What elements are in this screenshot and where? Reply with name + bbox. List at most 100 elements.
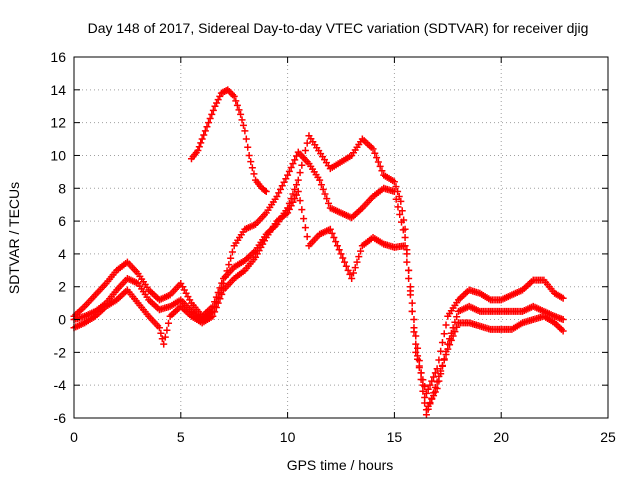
data-point — [444, 345, 452, 353]
data-point — [446, 341, 454, 349]
data-point — [369, 145, 377, 153]
data-point — [273, 192, 281, 200]
data-point — [419, 381, 427, 389]
data-point — [287, 163, 295, 171]
data-point — [412, 332, 420, 340]
x-tick-label: 15 — [387, 429, 403, 445]
y-tick-label: 14 — [50, 82, 66, 98]
data-point — [197, 139, 205, 147]
data-point — [244, 143, 252, 151]
data-point — [229, 91, 237, 99]
data-point — [438, 339, 446, 347]
data-point — [401, 234, 409, 241]
data-point — [351, 264, 359, 272]
data-point — [405, 266, 413, 274]
data-point — [394, 203, 402, 211]
data-point — [209, 312, 217, 320]
data-point — [247, 158, 255, 166]
data-point — [220, 279, 228, 287]
data-point — [330, 234, 338, 241]
data-point — [225, 87, 233, 95]
data-point — [216, 295, 224, 303]
data-point — [424, 385, 432, 393]
data-point — [291, 185, 299, 193]
data-point — [328, 229, 336, 237]
data-point — [408, 299, 416, 307]
data-point — [235, 106, 243, 114]
data-point — [278, 182, 286, 190]
data-point — [301, 224, 309, 232]
data-point — [414, 344, 422, 352]
data-point — [200, 131, 208, 139]
data-point — [371, 149, 379, 157]
data-point — [301, 147, 309, 155]
data-point — [296, 169, 304, 177]
data-point — [201, 127, 209, 135]
data-point — [282, 175, 290, 183]
data-point — [316, 176, 324, 184]
data-point — [293, 181, 300, 189]
data-point — [319, 185, 327, 193]
data-point — [346, 270, 354, 278]
data-point — [342, 262, 350, 270]
data-point — [332, 238, 340, 246]
data-point — [326, 225, 334, 233]
data-point — [453, 323, 461, 331]
grid — [74, 57, 608, 418]
data-point — [284, 209, 292, 217]
data-point — [398, 207, 406, 215]
data-point — [284, 171, 292, 179]
x-tick-label: 20 — [493, 429, 509, 445]
data-point — [419, 387, 427, 395]
data-point — [559, 327, 567, 335]
data-point — [357, 247, 365, 255]
y-tick-label: -6 — [54, 410, 67, 426]
data-point — [401, 242, 409, 250]
data-point — [415, 364, 423, 372]
data-point — [447, 336, 455, 344]
series-trace-1 — [70, 132, 567, 397]
data-point — [390, 188, 398, 196]
data-point — [428, 377, 436, 385]
data-point — [405, 275, 413, 283]
y-tick-label: 6 — [58, 213, 66, 229]
data-point — [194, 147, 202, 155]
data-point — [431, 383, 439, 391]
data-point — [160, 340, 168, 348]
data-point — [396, 211, 404, 219]
data-point — [399, 226, 407, 234]
data-point — [212, 304, 220, 312]
data-point — [238, 116, 246, 124]
data-point — [218, 290, 226, 298]
data-point — [559, 294, 567, 302]
data-point — [374, 158, 382, 166]
data-point — [440, 330, 448, 338]
data-point — [298, 206, 306, 214]
data-point — [223, 267, 231, 275]
data-point — [428, 394, 436, 402]
data-point — [421, 399, 429, 407]
data-point — [214, 96, 222, 104]
data-point — [317, 181, 325, 189]
data-point — [232, 97, 240, 105]
data-point — [442, 321, 450, 329]
x-tick-label: 25 — [600, 429, 616, 445]
x-tick-label: 10 — [280, 429, 296, 445]
data-point — [157, 329, 165, 337]
data-point — [291, 195, 299, 203]
data-point — [410, 324, 418, 332]
y-tick-label: 16 — [50, 49, 66, 65]
data-point — [214, 299, 222, 307]
data-point — [410, 316, 418, 324]
data-point — [230, 92, 238, 100]
data-point — [417, 369, 425, 377]
data-point — [303, 139, 311, 147]
data-point — [280, 178, 288, 186]
data-point — [275, 189, 283, 197]
data-point — [349, 269, 357, 277]
data-point — [165, 319, 173, 327]
data-point — [261, 186, 269, 194]
data-point — [213, 99, 221, 107]
data-point — [426, 381, 434, 389]
